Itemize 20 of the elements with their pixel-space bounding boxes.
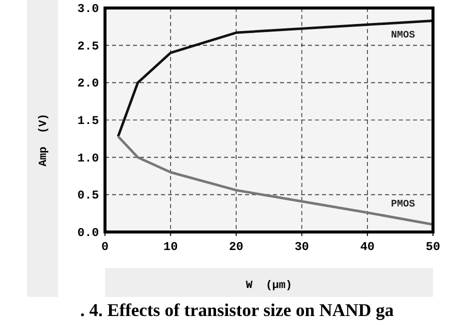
series-label: NMOS: [390, 30, 416, 42]
text: . 4. Effects of transistor size on NAND ga: [80, 300, 394, 320]
y-tick-label: 2.5: [77, 39, 99, 54]
y-tick-label: 0.0: [77, 226, 99, 240]
y-axis-title: Amp (V): [38, 114, 50, 166]
x-tick-label: 20: [228, 240, 244, 254]
x-tick-label: 40: [360, 240, 375, 254]
x-tick-label: 10: [163, 240, 178, 254]
x-axis-title: W (µm): [246, 280, 292, 292]
x-tick-label: 30: [294, 240, 310, 254]
y-tick-label: 1.5: [77, 114, 99, 128]
line-series: [116, 135, 434, 226]
y-tick-label: 1.0: [77, 151, 99, 166]
x-tick-label: 0: [101, 240, 109, 254]
y-tick-label: 3.0: [77, 2, 99, 16]
line-series: [116, 19, 434, 138]
y-tick-label: 2.0: [77, 76, 99, 91]
y-tick-label: 0.5: [77, 188, 99, 203]
series-label: PMOS: [390, 200, 416, 211]
x-tick-label: 50: [426, 240, 440, 254]
